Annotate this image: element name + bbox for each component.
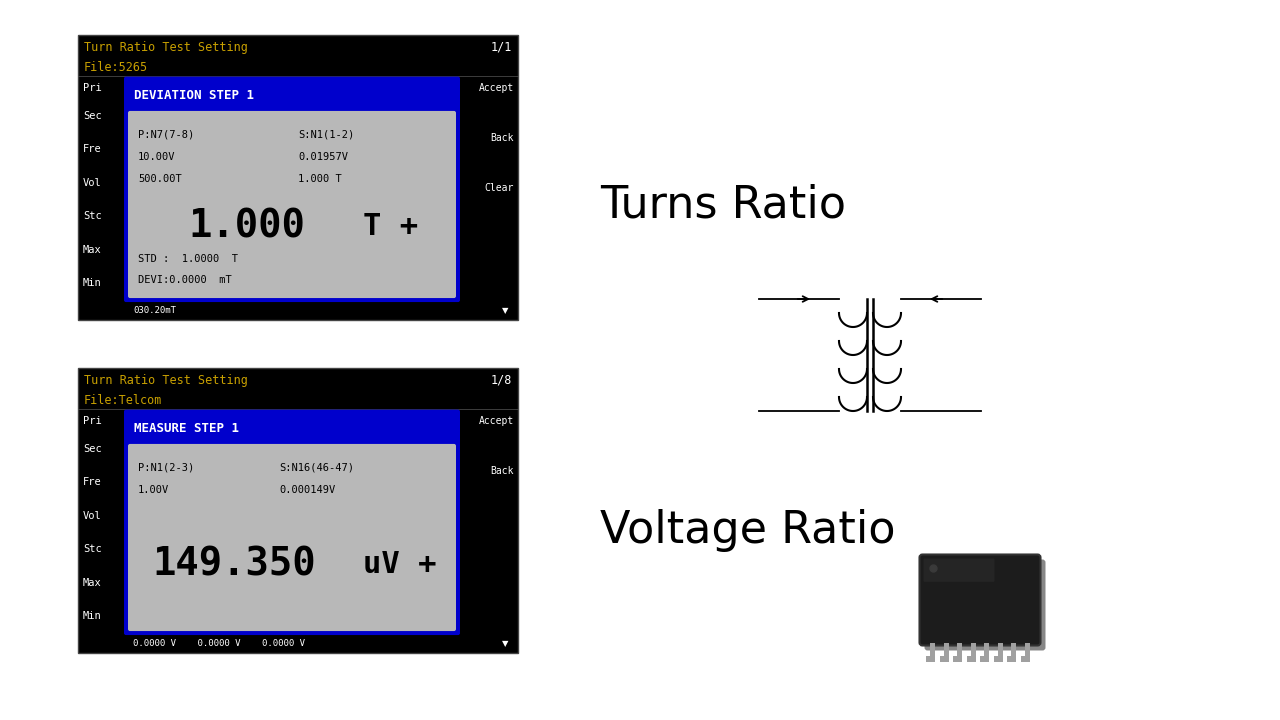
Text: Max: Max: [83, 578, 101, 588]
Bar: [998, 642, 1002, 656]
Text: Min: Min: [83, 279, 101, 288]
Text: N2: N2: [248, 415, 260, 426]
Text: P:N7(7-8): P:N7(7-8): [138, 130, 195, 140]
FancyBboxPatch shape: [124, 76, 460, 302]
Text: DEVI:0.0000  mT: DEVI:0.0000 mT: [138, 274, 232, 284]
FancyBboxPatch shape: [128, 111, 456, 298]
Bar: [943, 642, 948, 656]
Text: Sec: Sec: [83, 111, 101, 121]
Bar: [133, 410, 175, 431]
Text: File:5265: File:5265: [84, 60, 148, 73]
Text: Pri: Pri: [83, 415, 101, 426]
Text: Vol: Vol: [83, 178, 101, 188]
Text: Vol: Vol: [83, 511, 101, 521]
Text: 0.01957V: 0.01957V: [298, 152, 348, 162]
FancyBboxPatch shape: [128, 444, 456, 631]
FancyBboxPatch shape: [923, 559, 995, 582]
Text: 10.00V: 10.00V: [138, 152, 175, 162]
FancyBboxPatch shape: [919, 554, 1041, 646]
Text: 0.0000 V    0.0000 V    0.0000 V: 0.0000 V 0.0000 V 0.0000 V: [133, 639, 305, 648]
Text: Fre: Fre: [83, 477, 101, 487]
Text: Stc: Stc: [83, 544, 101, 554]
Text: Pri: Pri: [83, 83, 101, 93]
Bar: [954, 656, 963, 662]
Text: N7: N7: [147, 83, 160, 93]
Text: Turn Ratio Test Setting: Turn Ratio Test Setting: [84, 374, 248, 387]
Text: File:Telcom: File:Telcom: [84, 394, 163, 407]
Bar: [970, 642, 975, 656]
Text: ▼: ▼: [502, 639, 508, 648]
Text: Min: Min: [83, 611, 101, 621]
Text: 030.20mT: 030.20mT: [133, 306, 177, 315]
Bar: [1007, 656, 1016, 662]
Bar: [966, 656, 975, 662]
Bar: [993, 656, 1002, 662]
Bar: [78, 35, 518, 320]
Text: N1: N1: [147, 415, 160, 426]
Text: Back: Back: [490, 466, 515, 476]
Text: 1.000: 1.000: [188, 207, 305, 246]
Bar: [1025, 642, 1030, 656]
Text: S:N1(1-2): S:N1(1-2): [298, 130, 355, 140]
Text: N2: N2: [348, 415, 360, 426]
Text: Stc: Stc: [83, 212, 101, 221]
Text: Fre: Fre: [83, 144, 101, 154]
Text: T +: T +: [364, 212, 419, 241]
Text: 1/8: 1/8: [490, 374, 512, 387]
Bar: [980, 656, 989, 662]
Text: 0.000149V: 0.000149V: [279, 485, 335, 495]
Text: P:N1(2-3): P:N1(2-3): [138, 463, 195, 473]
Text: Voltage Ratio: Voltage Ratio: [600, 508, 896, 552]
Text: Accept: Accept: [479, 83, 515, 93]
Text: DEVIATION STEP 1: DEVIATION STEP 1: [134, 89, 253, 102]
Bar: [1021, 656, 1030, 662]
FancyBboxPatch shape: [124, 410, 460, 635]
Text: ▼: ▼: [502, 306, 508, 315]
Text: Clear: Clear: [485, 183, 515, 193]
Bar: [133, 77, 175, 98]
Bar: [957, 642, 963, 656]
Text: 1/1: 1/1: [490, 41, 512, 54]
Text: Turn Ratio Test Setting: Turn Ratio Test Setting: [84, 41, 248, 54]
Bar: [78, 368, 518, 653]
Text: Turns Ratio: Turns Ratio: [600, 184, 846, 227]
FancyBboxPatch shape: [924, 559, 1046, 650]
Text: STD :  1.0000  T: STD : 1.0000 T: [138, 254, 238, 264]
Bar: [333, 410, 375, 431]
Bar: [984, 642, 989, 656]
Text: Sec: Sec: [83, 444, 101, 454]
Bar: [940, 656, 948, 662]
Text: 149.350: 149.350: [152, 546, 316, 584]
Bar: [1011, 642, 1016, 656]
Text: 500.00T: 500.00T: [138, 174, 182, 184]
Text: Accept: Accept: [479, 415, 515, 426]
Text: Max: Max: [83, 245, 101, 255]
Text: 1.000 T: 1.000 T: [298, 174, 342, 184]
Text: MEASURE STEP 1: MEASURE STEP 1: [134, 422, 239, 436]
Text: 1.00V: 1.00V: [138, 485, 169, 495]
Bar: [931, 642, 936, 656]
Bar: [927, 656, 936, 662]
Bar: [233, 410, 275, 431]
Text: S:N16(46-47): S:N16(46-47): [279, 463, 355, 473]
Text: Back: Back: [490, 133, 515, 143]
Text: uV +: uV +: [364, 551, 436, 580]
